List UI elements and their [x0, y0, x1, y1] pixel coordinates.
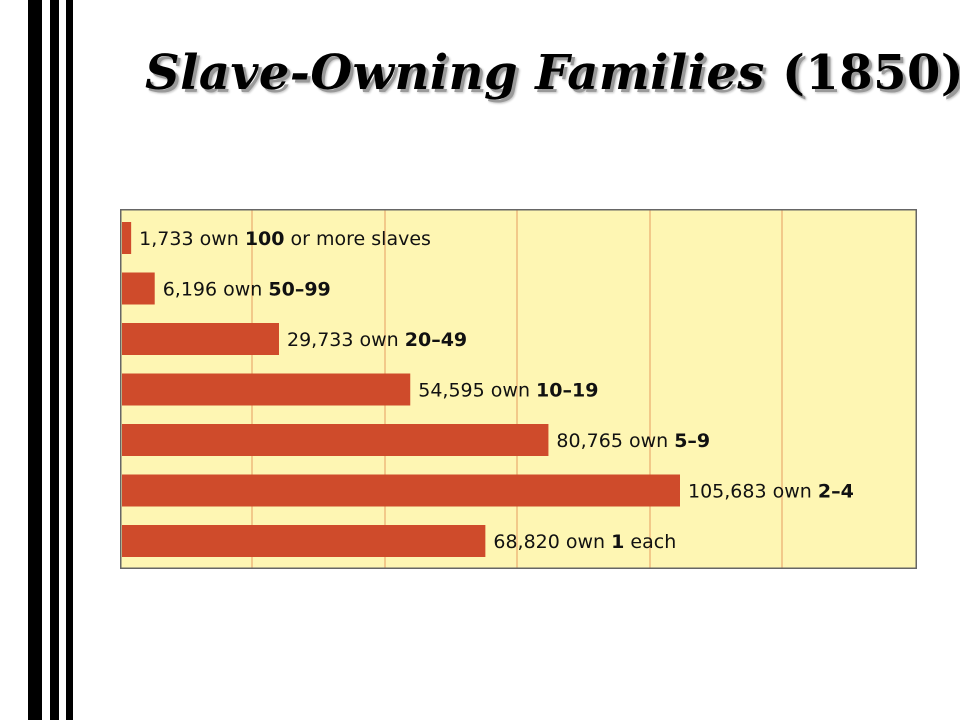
data-label-0: 1,733 own 100 or more slaves — [139, 228, 431, 250]
data-label-0-part-2: 100 — [245, 228, 285, 250]
data-label-3-part-1: own — [491, 380, 536, 402]
data-label-2-part-2: 20–49 — [405, 329, 467, 351]
page-title: Slave-Owning Families (1850) — [145, 45, 960, 125]
title-main: Slave-Owning Families — [145, 45, 765, 101]
data-label-0-part-3: or more slaves — [285, 228, 431, 250]
data-label-2: 29,733 own 20–49 — [287, 329, 467, 351]
bar-6 — [122, 525, 486, 557]
data-label-3-part-2: 10–19 — [536, 380, 598, 402]
data-label-5: 105,683 own 2–4 — [688, 481, 854, 503]
data-label-4-part-2: 5–9 — [674, 430, 710, 452]
data-label-1-part-0: 6,196 — [163, 279, 223, 301]
data-label-6-part-0: 68,820 — [493, 531, 566, 553]
data-label-6-part-3: each — [624, 531, 676, 553]
data-label-0-part-1: own — [200, 228, 245, 250]
data-label-2-part-1: own — [360, 329, 405, 351]
data-label-1-part-1: own — [223, 279, 268, 301]
bar-2 — [122, 323, 279, 355]
left-stripe-2 — [50, 0, 59, 720]
data-label-2-part-0: 29,733 — [287, 329, 360, 351]
data-label-5-part-2: 2–4 — [818, 481, 854, 503]
bar-3 — [122, 373, 411, 406]
left-stripe-1 — [28, 0, 42, 720]
data-label-3: 54,595 own 10–19 — [418, 380, 598, 402]
data-label-6-part-2: 1 — [611, 531, 624, 553]
data-label-5-part-0: 105,683 — [688, 481, 773, 503]
data-label-4-part-1: own — [629, 430, 674, 452]
data-label-4-part-0: 80,765 — [556, 430, 629, 452]
bar-0 — [122, 222, 132, 254]
bar-chart-svg: 1,733 own 100 or more slaves 6,196 own 50… — [120, 209, 917, 569]
data-label-5-part-1: own — [773, 481, 818, 503]
data-label-1: 6,196 own 50–99 — [163, 279, 331, 301]
data-label-3-part-0: 54,595 — [418, 380, 491, 402]
bar-5 — [122, 474, 680, 507]
chart: 1,733 own 100 or more slaves 6,196 own 50… — [120, 209, 917, 569]
bar-4 — [122, 424, 549, 456]
bar-1 — [122, 272, 155, 305]
title-year: (1850) — [782, 45, 960, 101]
data-label-6: 68,820 own 1 each — [493, 531, 676, 553]
data-label-1-part-2: 50–99 — [268, 279, 330, 301]
data-label-6-part-1: own — [566, 531, 611, 553]
data-label-0-part-0: 1,733 — [139, 228, 199, 250]
left-stripe-3 — [66, 0, 73, 720]
data-label-4: 80,765 own 5–9 — [556, 430, 710, 452]
